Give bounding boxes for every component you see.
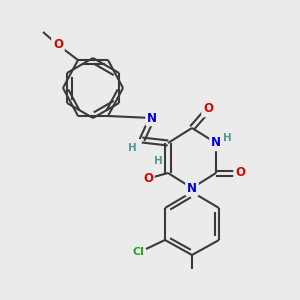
Text: N: N [147, 112, 157, 124]
Text: N: N [187, 182, 197, 194]
Text: H: H [128, 143, 136, 153]
Text: H: H [223, 133, 231, 143]
Text: O: O [143, 172, 153, 184]
Text: O: O [235, 167, 245, 179]
Text: O: O [203, 103, 213, 116]
Text: N: N [211, 136, 221, 149]
Text: Cl: Cl [132, 247, 144, 257]
Text: O: O [53, 38, 63, 52]
Text: H: H [154, 156, 162, 166]
